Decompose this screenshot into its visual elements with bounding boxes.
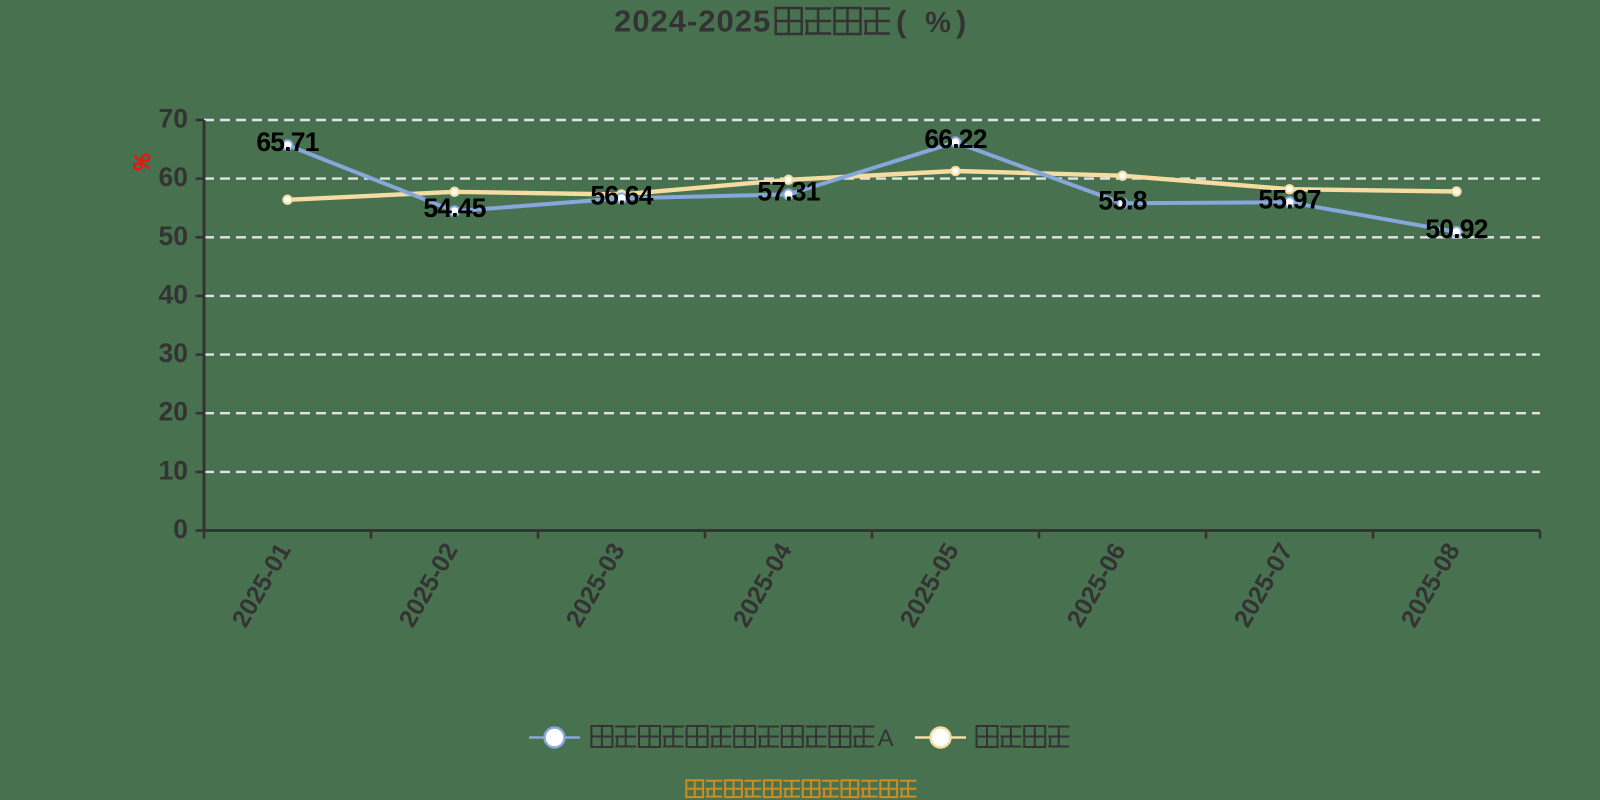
svg-text:0: 0: [173, 514, 188, 544]
svg-text:55.8: 55.8: [1098, 185, 1146, 215]
svg-text:57.31: 57.31: [757, 176, 819, 206]
svg-text:50.92: 50.92: [1425, 214, 1487, 244]
svg-text:20: 20: [159, 397, 188, 427]
svg-text:30: 30: [159, 338, 188, 368]
svg-text:54.45: 54.45: [423, 193, 485, 223]
svg-text:40: 40: [159, 279, 188, 309]
svg-text:): ): [956, 4, 966, 39]
svg-text:50: 50: [159, 221, 188, 251]
svg-text:65.71: 65.71: [256, 127, 318, 157]
svg-text:55.97: 55.97: [1258, 184, 1320, 214]
svg-text:(: (: [896, 4, 907, 39]
svg-text:2024-2025: 2024-2025: [614, 4, 771, 39]
svg-text:70: 70: [159, 104, 188, 134]
svg-text:%: %: [925, 7, 951, 39]
svg-text:A: A: [878, 725, 894, 752]
svg-text:66.22: 66.22: [924, 124, 986, 154]
svg-text:10: 10: [159, 455, 188, 485]
svg-text:60: 60: [159, 162, 188, 192]
svg-text:56.64: 56.64: [590, 180, 653, 210]
